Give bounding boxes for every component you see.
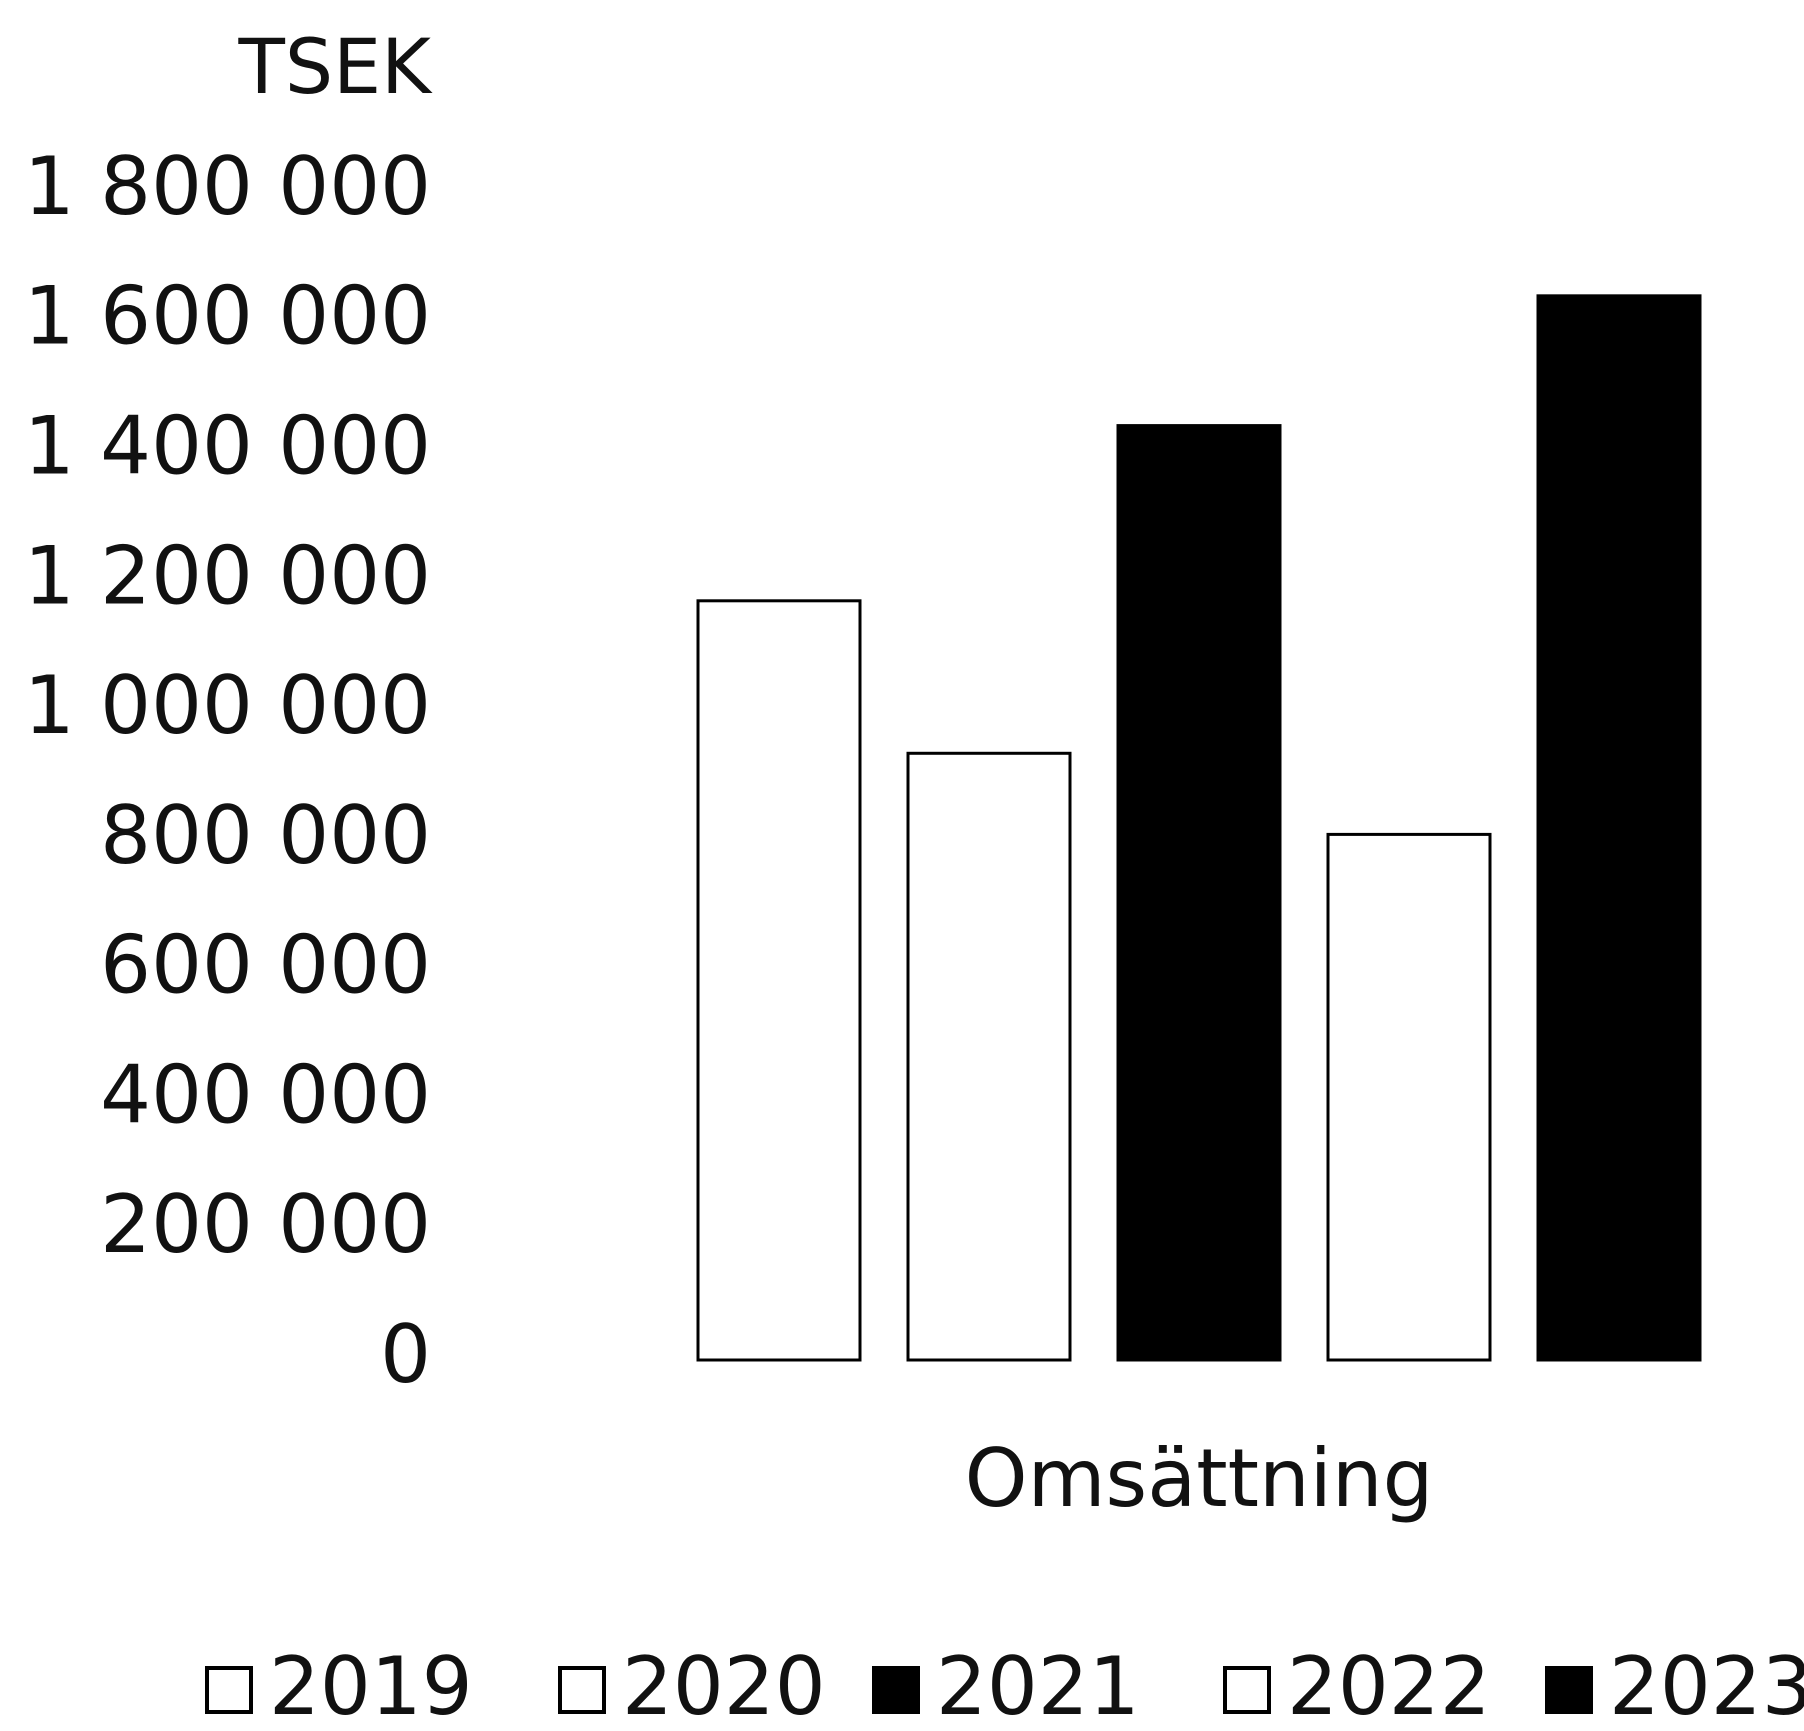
- y-tick-label: 1 400 000: [24, 400, 431, 493]
- legend-swatch: [1223, 1666, 1271, 1714]
- y-tick-label: 1 800 000: [24, 140, 431, 233]
- y-tick-label: 800 000: [100, 789, 431, 882]
- legend-label: 2019: [269, 1640, 473, 1731]
- bar: [1536, 294, 1702, 1362]
- legend-swatch: [558, 1666, 606, 1714]
- legend-label: 2021: [936, 1640, 1140, 1731]
- y-tick-label: 1 000 000: [24, 659, 431, 752]
- bar: [906, 751, 1072, 1362]
- y-tick-label: 0: [380, 1308, 431, 1401]
- legend-label: 2023: [1609, 1640, 1804, 1731]
- legend-swatch: [872, 1666, 920, 1714]
- y-tick-label: 1 200 000: [24, 529, 431, 622]
- y-tick-label: 200 000: [100, 1178, 431, 1271]
- legend-swatch: [205, 1666, 253, 1714]
- legend-label: 2020: [622, 1640, 826, 1731]
- y-tick-label: 1 600 000: [24, 270, 431, 363]
- y-axis-label: TSEK: [237, 22, 433, 111]
- legend-swatch: [1545, 1666, 1593, 1714]
- bar: [696, 599, 862, 1362]
- bar: [1326, 832, 1492, 1362]
- y-tick-label: 600 000: [100, 919, 431, 1012]
- y-tick-label: 400 000: [100, 1048, 431, 1141]
- legend-label: 2022: [1287, 1640, 1491, 1731]
- x-tick-label: Omsättning: [965, 1432, 1434, 1525]
- bar: [1116, 424, 1282, 1362]
